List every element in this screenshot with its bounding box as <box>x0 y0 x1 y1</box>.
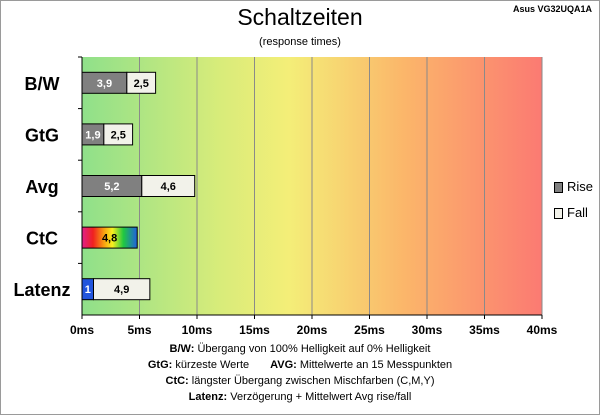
x-tick-label: 30ms <box>412 323 443 337</box>
footer-lead-avg: AVG: <box>270 359 297 371</box>
category-label: CtC <box>26 229 58 249</box>
category-label: GtG <box>25 125 59 145</box>
bar-fall <box>93 278 151 301</box>
x-tick-label: 0ms <box>70 323 94 337</box>
footer-line-4: Latenz: Verzögerung + Mittelwert Avg ris… <box>0 391 600 403</box>
x-tick-label: 35ms <box>469 323 500 337</box>
bar-label-fall: 4,6 <box>161 181 176 193</box>
bar-label-fall: 2,5 <box>111 129 126 141</box>
legend-label-rise: Rise <box>567 179 594 194</box>
bar-fall <box>141 175 196 197</box>
x-tick-label: 25ms <box>354 323 385 337</box>
footer-lead-bw: B/W: <box>169 343 195 355</box>
footer-lead-gtg: GtG: <box>147 359 173 371</box>
x-tick-label: 40ms <box>527 323 558 337</box>
legend-swatch-fall <box>554 208 563 219</box>
footer-text-ctc: längster Übergang zwischen Mischfarben (… <box>188 375 435 387</box>
model-label: Asus VG32UQA1A <box>512 4 592 14</box>
footer-line-2: GtG: kürzeste Werte AVG: Mittelwerte an … <box>0 359 600 371</box>
footer-text-gtg: kürzeste Werte <box>172 359 250 371</box>
footer-line-3: CtC: längster Übergang zwischen Mischfar… <box>0 375 600 387</box>
bar-fall <box>103 123 134 146</box>
bar-label-rise: 4,8 <box>102 233 117 245</box>
footer-line-1: B/W: Übergang von 100% Helligkeit auf 0%… <box>0 343 600 355</box>
bar-label-fall: 4,9 <box>114 284 129 296</box>
chart-title: Schaltzeiten <box>237 4 363 30</box>
footer-text-bw: Übergang von 100% Helligkeit auf 0% Hell… <box>194 343 431 355</box>
x-tick-label: 5ms <box>127 323 151 337</box>
plot-area: 0ms 5ms 10ms 15ms 20ms 25ms 30ms 35ms 40ms B/W 3,9… <box>13 56 558 337</box>
legend-label-fall: Fall <box>567 205 588 220</box>
bar-label-fall: 2,5 <box>134 78 149 90</box>
footer-text-avg: Mittelwerte an 15 Messpunkten <box>296 359 453 371</box>
category-label: B/W <box>25 74 60 94</box>
footer-text-latenz: Verzögerung + Mittelwert Avg rise/fall <box>227 391 412 403</box>
bar-label-rise: 3,9 <box>97 78 112 90</box>
x-tick-label: 20ms <box>297 323 328 337</box>
category-label: Avg <box>25 177 58 197</box>
chart-subtitle: (response times) <box>259 36 341 48</box>
footer-lead-latenz: Latenz: <box>188 391 228 403</box>
bar-label-rise: 1,9 <box>85 129 100 141</box>
bar-label-rise: 1 <box>85 284 91 296</box>
x-tick-label: 15ms <box>239 323 270 337</box>
x-tick-label: 10ms <box>182 323 213 337</box>
legend-swatch-rise <box>554 182 563 193</box>
footer-lead-ctc: CtC: <box>165 375 189 387</box>
bar-fall <box>126 71 157 94</box>
bar-rise <box>81 226 138 249</box>
category-label: Latenz <box>13 280 70 300</box>
bar-label-rise: 5,2 <box>104 181 119 193</box>
